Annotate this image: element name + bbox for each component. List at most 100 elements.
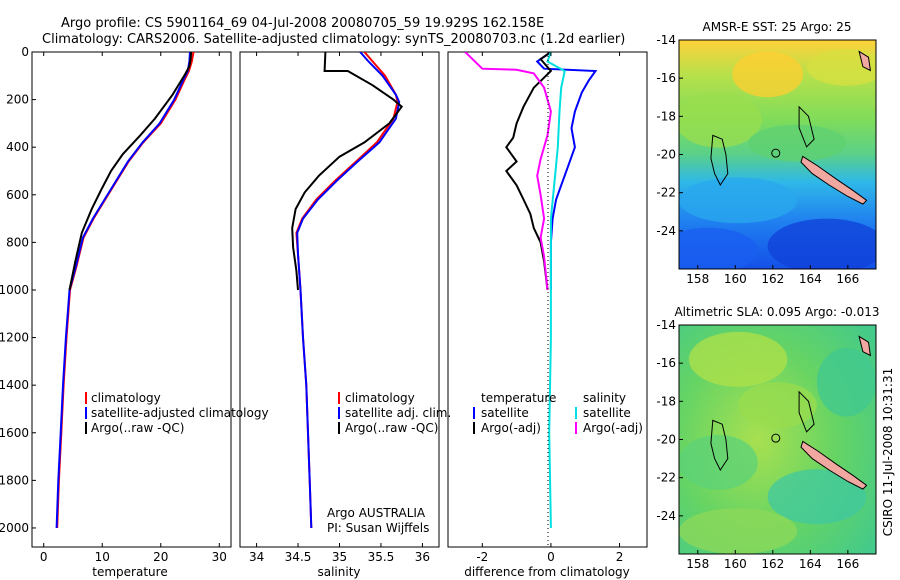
- annotation-line2: PI: Susan Wijffels: [327, 521, 429, 535]
- salinity-axes: [239, 51, 440, 548]
- map-y-tick-label: -16: [656, 71, 676, 85]
- series-temperature-0: [56, 52, 195, 529]
- map-field-patch: [732, 51, 804, 98]
- axis-ticks: 0 10 20 30020040060080010001200140016001800…: [0, 45, 623, 564]
- map-x-tick-label: 158: [686, 557, 709, 571]
- series-temperature-1: [55, 52, 191, 529]
- map-x-tick-label: 166: [836, 557, 859, 571]
- map-x-tick-label: 160: [724, 272, 747, 286]
- footer-credit: CSIRO 11-Jul-2008 10:31:31: [881, 368, 895, 536]
- x-tick-label: 35: [332, 550, 347, 564]
- legend-group-temperature: temperature: [481, 391, 556, 405]
- map-y-tick-label: -20: [656, 148, 676, 162]
- salinity-plot: [291, 52, 404, 529]
- y-tick-label: 0: [21, 45, 29, 59]
- difference-legend: temperature satellite Argo(-adj) salinit…: [473, 391, 643, 435]
- header-line2: Climatology: CARS2006. Satellite-adjuste…: [42, 32, 625, 47]
- legend-sal-satellite: satellite: [583, 406, 631, 420]
- legend-climatology: climatology: [345, 391, 415, 405]
- island-land: [858, 50, 872, 72]
- salinity-xlabel: salinity: [317, 565, 360, 579]
- y-tick-label: 1800: [0, 473, 29, 487]
- temperature-axes: [31, 51, 232, 548]
- argo-location-marker: [771, 148, 781, 158]
- argo-location-marker: [771, 433, 781, 443]
- map-field-patch: [679, 177, 798, 224]
- map-field-patch: [747, 124, 847, 162]
- map-y-tick-label: -20: [656, 433, 676, 447]
- map-x-tick-label: 164: [799, 557, 822, 571]
- map-y-tick-label: -22: [656, 186, 676, 200]
- legend-argo: Argo(..raw -QC): [345, 421, 438, 435]
- bathymetry-contour: [710, 134, 729, 186]
- y-tick-label: 800: [6, 235, 29, 249]
- map-field-patch: [816, 347, 876, 417]
- x-tick-label: 20: [153, 550, 168, 564]
- x-tick-label: 10: [95, 550, 110, 564]
- temperature-legend: climatology satellite-adjusted climatolo…: [85, 391, 269, 435]
- map-x-tick-label: 160: [724, 557, 747, 571]
- legend-group-salinity: salinity: [583, 391, 626, 405]
- map-y-tick-label: -14: [656, 33, 676, 47]
- difference-xlabel: difference from climatology: [464, 565, 630, 579]
- series-difference-3: [464, 52, 552, 291]
- header-line1: Argo profile: CS 5901164_69 04-Jul-2008 …: [61, 16, 544, 31]
- bathymetry-contour: [798, 390, 815, 433]
- x-tick-label: 2: [616, 550, 624, 564]
- map-ticks: 158 160 162 164 166 -14 -16 -18 -20 -22 -24 158 160 1…: [656, 33, 859, 571]
- difference-plot: [464, 52, 598, 529]
- x-tick-label: 34: [249, 550, 264, 564]
- map-field-patch: [767, 218, 876, 269]
- map-y-tick-label: -22: [656, 471, 676, 485]
- map-field-patch: [738, 382, 817, 429]
- series-salinity-0: [295, 52, 399, 529]
- x-tick-label: 30: [212, 550, 227, 564]
- legend-satellite-adj: satellite adj. clim.: [345, 406, 451, 420]
- series-temperature-2: [68, 52, 193, 291]
- map-y-tick-label: -18: [656, 394, 676, 408]
- island-land: [858, 335, 872, 357]
- island-land: [800, 440, 868, 490]
- legend-argo: Argo(..raw -QC): [91, 421, 184, 435]
- y-tick-label: 1000: [0, 283, 29, 297]
- map-x-tick-label: 166: [836, 272, 859, 286]
- bathymetry-contour: [798, 105, 815, 148]
- map-field-patch: [679, 508, 798, 554]
- x-tick-label: 0: [547, 550, 555, 564]
- y-tick-label: 2000: [0, 521, 29, 535]
- x-tick-label: 35.5: [368, 550, 395, 564]
- series-difference-0: [535, 52, 598, 290]
- map-x-tick-label: 162: [761, 272, 784, 286]
- map-field-patch: [688, 331, 788, 387]
- legend-temp-satellite: satellite: [481, 406, 529, 420]
- sst-map-overlay: [710, 50, 872, 205]
- sst-map: [679, 40, 876, 269]
- legend-temp-argo: Argo(-adj): [481, 421, 541, 435]
- y-tick-label: 600: [6, 188, 29, 202]
- annotation-line1: Argo AUSTRALIA: [327, 506, 426, 520]
- x-tick-label: -2: [476, 550, 488, 564]
- y-tick-label: 1400: [0, 378, 29, 392]
- map-field-patch: [679, 227, 758, 269]
- legend-climatology: climatology: [91, 391, 161, 405]
- map-field-patch: [767, 469, 867, 525]
- legend-satellite-adjusted: satellite-adjusted climatology: [91, 406, 269, 420]
- map-y-tick-label: -24: [656, 509, 676, 523]
- map-x-tick-label: 162: [761, 557, 784, 571]
- bathymetry-contour: [710, 419, 729, 471]
- y-tick-label: 1200: [0, 331, 29, 345]
- x-tick-label: 0: [40, 550, 48, 564]
- sla-map: [679, 325, 876, 554]
- sst-map-title: AMSR-E SST: 25 Argo: 25: [703, 20, 852, 34]
- temperature-xlabel: temperature: [92, 565, 167, 579]
- series-difference-2: [546, 52, 566, 529]
- map-field-patch: [807, 49, 876, 86]
- y-tick-label: 200: [6, 93, 29, 107]
- legend-sal-argo: Argo(-adj): [583, 421, 643, 435]
- y-tick-label: 400: [6, 140, 29, 154]
- y-tick-label: 1600: [0, 426, 29, 440]
- sla-map-overlay: [710, 335, 872, 490]
- map-x-tick-label: 164: [799, 272, 822, 286]
- map-field-patch: [679, 434, 758, 490]
